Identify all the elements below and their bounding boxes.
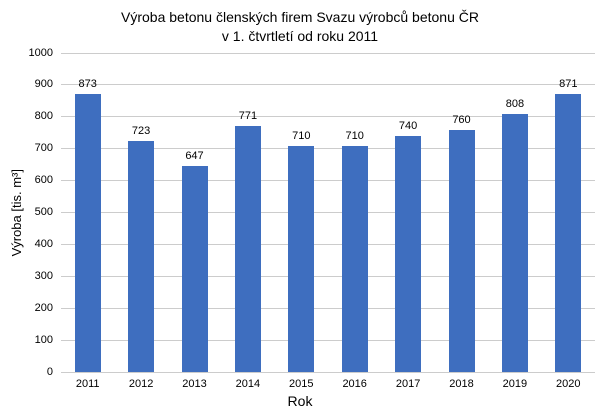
bar-value-label: 723 <box>131 125 151 138</box>
bar-2011 <box>74 93 101 372</box>
bar-2013 <box>181 165 208 372</box>
bar-value-label: 873 <box>78 77 97 90</box>
x-tick-label: 2013 <box>182 378 207 390</box>
bar-2017 <box>395 135 422 372</box>
x-tick-label: 2019 <box>502 378 528 390</box>
x-tick-label: 2012 <box>128 378 154 390</box>
bar-value-label: 740 <box>398 119 418 132</box>
y-tick-label: 0 <box>46 365 53 378</box>
gridline <box>61 212 595 213</box>
y-tick-label: 300 <box>34 269 53 282</box>
y-tick-label: 900 <box>34 78 53 91</box>
y-tick-label: 700 <box>34 142 53 155</box>
x-tick-label: 2015 <box>289 378 314 390</box>
bar-2015 <box>288 145 315 372</box>
x-tick-label: 2011 <box>75 378 100 390</box>
chart-subtitle: v 1. čtvrtletí od roku 2011 <box>221 28 379 44</box>
gridline <box>61 307 595 309</box>
y-tick-label: 100 <box>34 333 53 346</box>
gridline <box>61 52 595 54</box>
gridline <box>61 243 595 245</box>
y-tick-label: 800 <box>34 110 53 123</box>
gridline <box>61 116 595 118</box>
y-tick-label: 200 <box>34 301 53 314</box>
y-tick-label: 500 <box>34 206 53 218</box>
bar-value-label: 647 <box>185 149 204 162</box>
bar-2014 <box>234 126 261 372</box>
bar-2018 <box>448 129 475 372</box>
gridline <box>61 371 595 373</box>
x-tick-label: 2016 <box>342 378 367 390</box>
x-tick-label: 2014 <box>235 378 261 390</box>
gridline <box>61 275 595 277</box>
y-tick-label: 1000 <box>28 46 53 59</box>
bar-2020 <box>555 94 582 372</box>
x-axis-title: Rok <box>287 393 313 409</box>
x-tick-label: 2020 <box>556 378 581 390</box>
chart-title: Výroba betonu členských firem Svazu výro… <box>121 9 479 25</box>
x-tick-label: 2018 <box>449 378 474 390</box>
plot-area: 873 723 647 771 710 710 740 760 808 871 <box>61 52 595 373</box>
bar-value-label: 771 <box>238 110 258 123</box>
x-tick-label: 2017 <box>395 378 421 390</box>
gridline <box>61 180 595 182</box>
gridline <box>61 148 595 150</box>
gridline <box>61 339 595 341</box>
bar-value-label: 710 <box>292 129 311 142</box>
y-tick-label: 600 <box>34 174 53 187</box>
bar-2016 <box>341 145 368 372</box>
bar-value-label: 808 <box>505 98 525 111</box>
bar-2012 <box>128 141 155 372</box>
bar-2019 <box>501 114 528 372</box>
y-tick-label: 400 <box>34 237 53 250</box>
bar-value-label: 710 <box>345 129 364 142</box>
gridline <box>61 84 595 86</box>
bar-value-label: 760 <box>452 113 471 126</box>
bar-value-label: 871 <box>559 78 578 91</box>
